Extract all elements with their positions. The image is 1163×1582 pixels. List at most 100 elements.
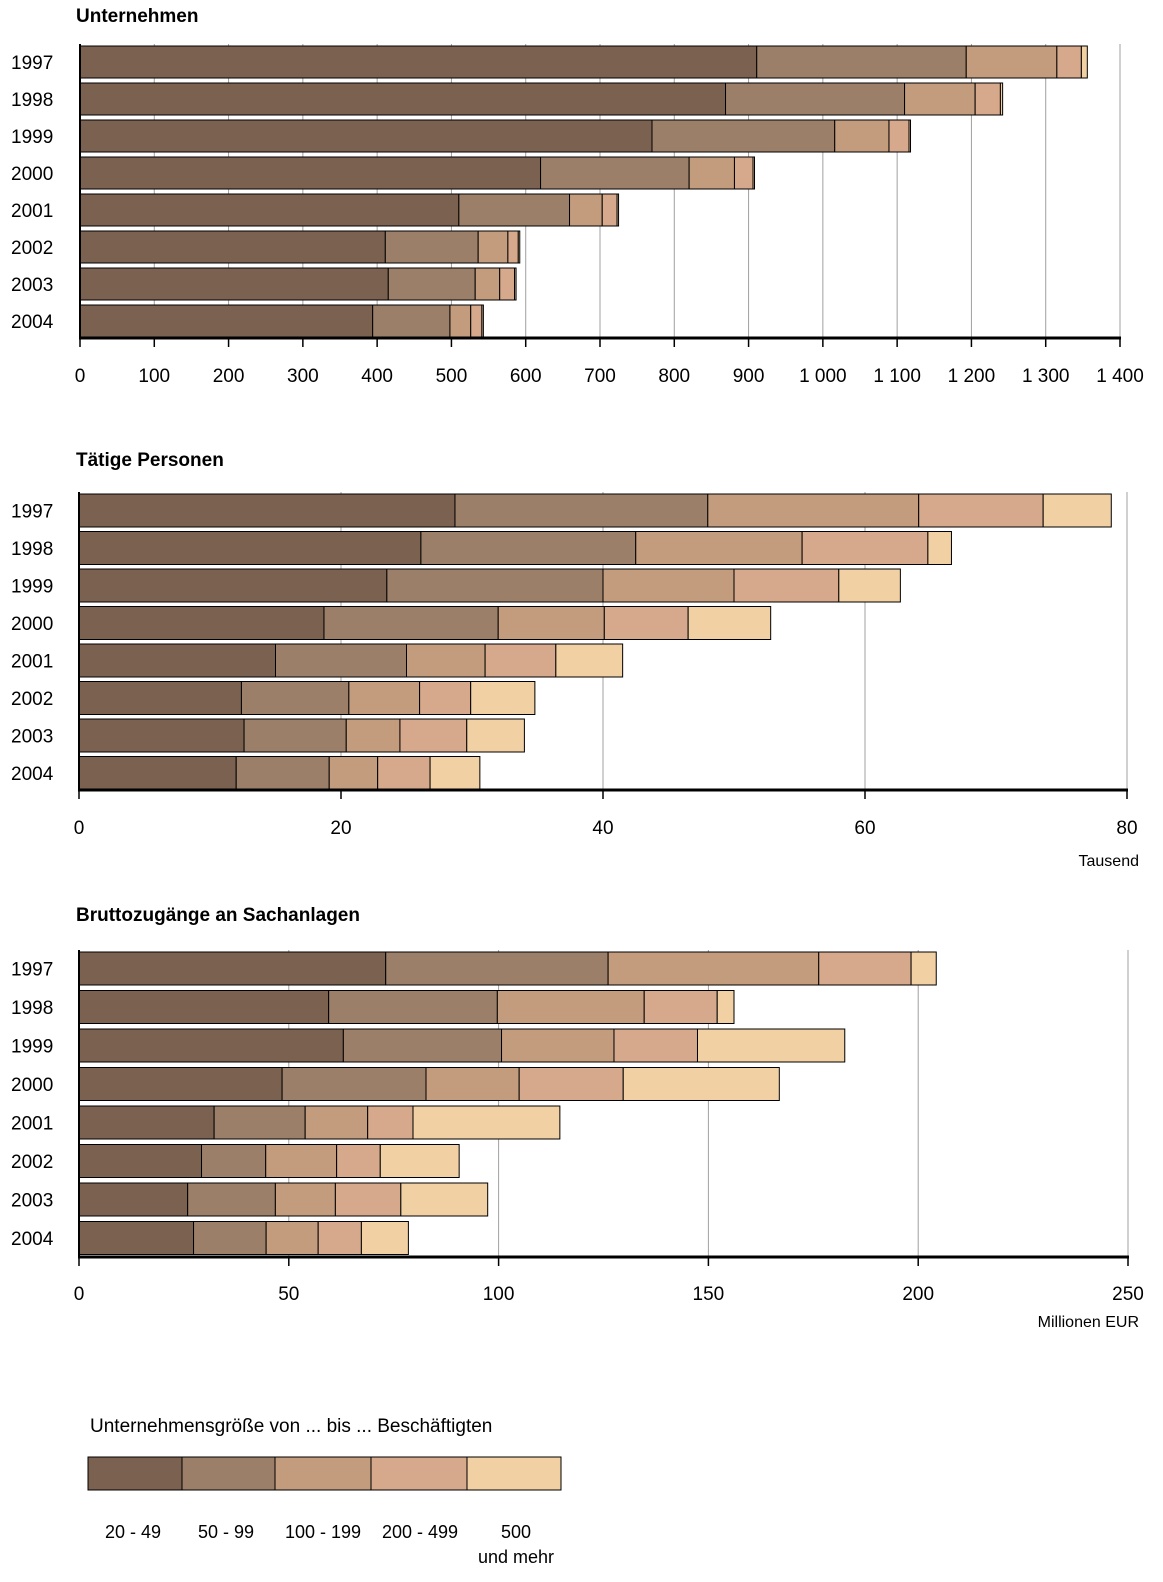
bar-segment <box>497 606 605 640</box>
chart-panel-3: Bruttozugänge an Sachanlagen 1997 1998 1999… <box>11 905 1144 1331</box>
x-tick-label: 600 <box>510 366 542 387</box>
bar-segment <box>412 1105 561 1140</box>
legend-label: 50 - 99 <box>198 1522 254 1542</box>
bar-segment <box>386 568 604 603</box>
bar-segment <box>477 230 509 264</box>
bar-segment <box>999 82 1004 116</box>
bar-segment <box>458 193 571 227</box>
bar-segment <box>78 718 245 753</box>
category-label: 2003 <box>11 275 53 296</box>
x-tick-label: 100 <box>138 366 170 387</box>
legend-swatch <box>370 1456 468 1491</box>
category-label: 1999 <box>11 127 53 148</box>
bar-segment <box>696 1028 846 1063</box>
x-tick-label: 250 <box>1112 1284 1144 1305</box>
x-tick-label: 1 300 <box>1022 366 1070 387</box>
legend-title: Unternehmensgröße von ... bis ... Beschä… <box>90 1416 492 1437</box>
bar-segment <box>733 156 754 190</box>
bar-segment <box>78 606 325 640</box>
bar-segment <box>569 193 603 227</box>
category-label: 1997 <box>11 53 53 74</box>
bar-segment <box>602 568 735 603</box>
category-label: 2002 <box>11 238 53 259</box>
legend-swatch <box>181 1456 276 1491</box>
x-tick-label: 0 <box>74 818 85 839</box>
x-axis-unit: Millionen EUR <box>1038 1314 1139 1331</box>
bar-segment <box>607 951 820 986</box>
bar-segment <box>688 156 735 190</box>
bar-segment <box>643 990 718 1024</box>
x-tick-label: 900 <box>733 366 765 387</box>
category-label: 2000 <box>11 1075 53 1096</box>
bar-segment <box>501 1028 615 1063</box>
bar-segment <box>484 643 557 678</box>
chart-panel-1: Unternehmen19971998199920002001200220032… <box>11 6 1144 387</box>
bar-segment <box>79 45 758 79</box>
bar-segment <box>387 267 476 301</box>
bar-segment <box>481 304 484 338</box>
bar-segment <box>78 531 422 565</box>
bar-segment <box>265 1144 338 1178</box>
bar-segment <box>974 82 1001 116</box>
chart-title: Tätige Personen <box>76 450 224 471</box>
bar-segment <box>622 1067 780 1101</box>
bar-segment <box>240 681 350 715</box>
bar-segment <box>603 606 689 640</box>
category-label: 2004 <box>11 312 54 333</box>
x-tick-label: 80 <box>1116 818 1137 839</box>
bar-segment <box>496 990 645 1024</box>
bar-segment <box>213 1105 306 1140</box>
legend-swatch <box>87 1456 183 1491</box>
bar-segment <box>888 119 910 153</box>
bar-segment <box>908 119 912 153</box>
bar-segment <box>419 681 472 715</box>
bar-segment <box>79 304 374 338</box>
bar-segment <box>275 643 407 678</box>
bar-segment <box>265 1221 319 1255</box>
bar-segment <box>752 156 756 190</box>
bar-segment <box>79 193 460 227</box>
legend-swatch <box>466 1456 562 1491</box>
category-label: 2001 <box>11 652 53 673</box>
bar-segment <box>79 156 542 190</box>
bar-segment <box>756 45 967 79</box>
bar-segment <box>78 1221 195 1255</box>
bar-segment <box>514 267 517 301</box>
x-tick-label: 200 <box>213 366 245 387</box>
x-tick-label: 1 000 <box>799 366 847 387</box>
category-label: 1999 <box>11 1037 53 1058</box>
bar-segment <box>517 230 521 264</box>
x-tick-label: 500 <box>436 366 468 387</box>
bar-segment <box>201 1144 267 1178</box>
x-tick-label: 1 200 <box>948 366 996 387</box>
bar-segment <box>918 493 1044 528</box>
bar-segment <box>328 990 498 1024</box>
bar-segment <box>904 82 976 116</box>
chart-title: Bruttozugänge an Sachanlagen <box>76 905 360 926</box>
x-tick-label: 60 <box>854 818 875 839</box>
bar-segment <box>274 1182 336 1217</box>
bar-segment <box>79 119 653 153</box>
bar-segment <box>420 531 637 565</box>
bar-segment <box>78 1028 344 1063</box>
bar-segment <box>323 606 499 640</box>
bar-segment <box>838 568 901 603</box>
x-tick-label: 40 <box>592 818 613 839</box>
x-tick-label: 700 <box>584 366 616 387</box>
bar-segment <box>78 1182 189 1217</box>
bar-segment <box>725 82 906 116</box>
bar-segment <box>78 568 388 603</box>
bar-segment <box>400 1182 489 1217</box>
bar-segment <box>372 304 451 338</box>
x-tick-label: 300 <box>287 366 319 387</box>
bar-segment <box>385 951 609 986</box>
category-label: 1999 <box>11 577 53 598</box>
bar-segment <box>78 1105 215 1140</box>
bar-segment <box>499 267 516 301</box>
chart-panel-2: Tätige Personen 1997 1998 1999 2000 2001 2002 2… <box>11 450 1139 870</box>
bar-segment <box>601 193 618 227</box>
bar-segment <box>555 643 624 678</box>
x-tick-label: 20 <box>330 818 351 839</box>
category-label: 2002 <box>11 1152 53 1173</box>
bar-segment <box>79 230 386 264</box>
